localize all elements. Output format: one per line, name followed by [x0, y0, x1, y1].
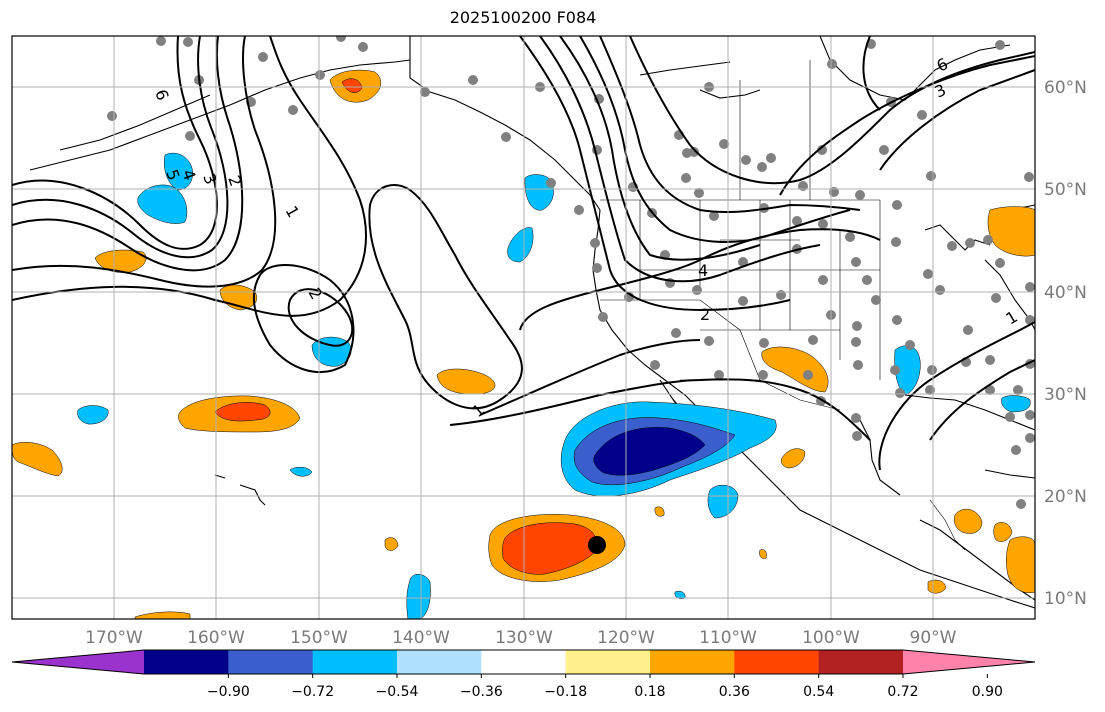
colorbar: −0.90 −0.72 −0.54 −0.36 −0.18 0.18 0.36 0.54 0.7…: [11, 649, 1036, 700]
colorbar-segment: [650, 650, 735, 674]
map-frame: [11, 35, 1036, 620]
lon-label: 110°W: [699, 628, 757, 648]
lon-label: 100°W: [802, 628, 860, 648]
colorbar-tick-label: −0.90: [207, 684, 250, 700]
colorbar-extend-high: [903, 650, 1035, 674]
graticule: [12, 36, 1035, 619]
colorbar-segment: [144, 650, 229, 674]
lon-label: 130°W: [495, 628, 553, 648]
lat-label: 30°N: [1044, 385, 1087, 405]
lon-label: 140°W: [392, 628, 450, 648]
colorbar-extend-low: [12, 650, 144, 674]
colorbar-tick-label: 0.18: [634, 684, 665, 700]
lon-label: 150°W: [290, 628, 348, 648]
colorbar-segment: [228, 650, 314, 674]
colorbar-tick-label: −0.54: [376, 684, 419, 700]
map-title: 2025100200 F084: [449, 8, 597, 27]
lon-label: 90°W: [910, 628, 957, 648]
colorbar-tick-label: −0.18: [544, 684, 587, 700]
colorbar-segment: [565, 650, 651, 674]
positive-anomaly-areas: [12, 69, 1035, 619]
colorbar-tick-label: −0.36: [460, 684, 503, 700]
contour-lines: [12, 36, 1035, 471]
longitude-labels: 170°W 160°W 150°W 140°W 130°W 120°W 110°…: [85, 628, 957, 648]
colorbar-segment: [397, 650, 482, 674]
colorbar-tick-label: 0.72: [887, 684, 918, 700]
colorbar-segment: [481, 650, 567, 674]
colorbar-segment: [734, 650, 820, 674]
lon-label: 120°W: [597, 628, 655, 648]
negative-anomaly-areas: [77, 152, 1031, 619]
lat-label: 20°N: [1044, 487, 1087, 507]
colorbar-outline: [11, 649, 1036, 675]
lat-label: 50°N: [1044, 180, 1087, 200]
lon-label: 170°W: [85, 628, 143, 648]
contour-label: 4: [698, 261, 708, 280]
highlight-marker: [588, 536, 606, 554]
colorbar-tick-label: 0.36: [719, 684, 750, 700]
colorbar-tick-label: 0.90: [972, 684, 1003, 700]
colorbar-tick-label: 0.54: [803, 684, 834, 700]
colorbar-segment: [818, 650, 904, 674]
lon-label: 160°W: [187, 628, 245, 648]
lat-label: 40°N: [1044, 283, 1087, 303]
colorbar-segment: [312, 650, 398, 674]
contour-label: 2: [700, 305, 710, 324]
colorbar-tick-label: −0.72: [291, 684, 334, 700]
latitude-labels: 60°N 50°N 40°N 30°N 20°N 10°N: [1044, 78, 1087, 609]
lat-label: 60°N: [1044, 78, 1087, 98]
lat-label: 10°N: [1044, 589, 1087, 609]
